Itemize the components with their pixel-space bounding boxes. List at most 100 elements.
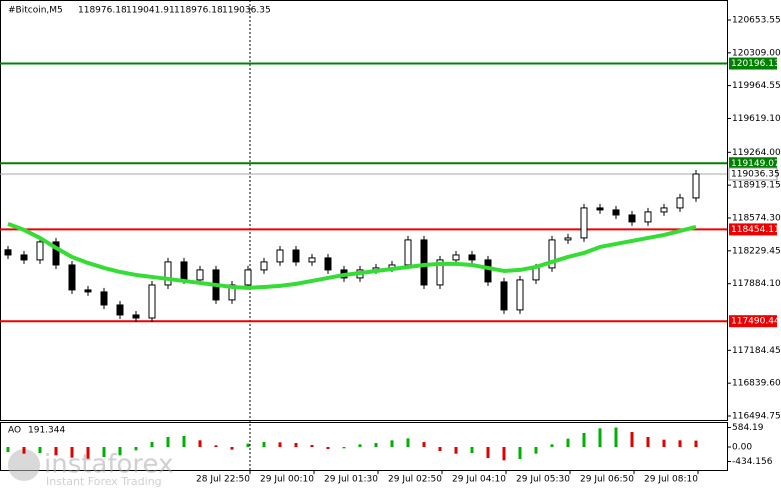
- candle: [628, 214, 636, 223]
- candle: [20, 254, 28, 261]
- candle: [260, 261, 268, 271]
- logo-icon: [8, 449, 40, 481]
- candle: [276, 249, 284, 263]
- level-label-box: [729, 57, 777, 70]
- y-tick-label: 118229.45: [732, 246, 781, 256]
- candle: [196, 269, 204, 281]
- logo-tagline: Instant Forex Trading: [46, 475, 162, 488]
- candle: [420, 239, 428, 286]
- x-tick-label: 28 Jul 22:50: [196, 475, 250, 485]
- y-tick-label: 119964.55: [732, 81, 781, 91]
- ao-bar: [22, 447, 26, 454]
- ao-bar: [246, 443, 250, 447]
- candle: [52, 241, 60, 266]
- ao-bar: [342, 447, 346, 449]
- level-label-box: [729, 157, 777, 170]
- logo-brand: instaforex: [44, 450, 173, 480]
- candle: [132, 314, 140, 319]
- ao-bar: [150, 442, 154, 447]
- ao-bar: [422, 442, 426, 447]
- ao-bar: [262, 442, 266, 447]
- ao-bar: [182, 436, 186, 447]
- candle: [180, 261, 188, 281]
- candle: [36, 241, 44, 261]
- ao-bar: [326, 447, 330, 449]
- candle: [548, 239, 556, 269]
- candle: [484, 259, 492, 283]
- level-label-box: [729, 223, 777, 236]
- ao-bar: [214, 445, 218, 447]
- x-tick-label: 29 Jul 06:50: [580, 475, 634, 485]
- level-label: 120196.13: [731, 59, 780, 69]
- ao-bar: [406, 438, 410, 447]
- y-tick-label: 117884.10: [732, 279, 781, 289]
- ao-bar: [294, 443, 298, 447]
- level-label: 118454.11: [731, 225, 780, 235]
- ao-bar: [118, 447, 122, 456]
- y-tick-label: 120653.55: [732, 15, 781, 25]
- candle: [244, 269, 252, 286]
- ao-bar: [598, 428, 602, 447]
- candle: [308, 257, 316, 263]
- y-tick-label: 116494.75: [732, 412, 781, 422]
- y-tick-label: 118919.15: [732, 181, 781, 191]
- ao-bar: [278, 442, 282, 447]
- current-price-box: [728, 167, 778, 181]
- y-tick-label: -434.156: [732, 457, 773, 467]
- main-frame: [0, 0, 728, 421]
- y-tick-label: 119264.00: [732, 148, 781, 158]
- candle: [84, 289, 92, 293]
- candle: [116, 304, 124, 316]
- ao-bar: [630, 432, 634, 447]
- header-value: 119036.35: [222, 6, 271, 16]
- ao-bar: [230, 447, 234, 450]
- ao-bar: [470, 447, 474, 453]
- ao-bar: [134, 447, 138, 451]
- ao-bar: [518, 447, 522, 459]
- ao-bar: [534, 447, 538, 454]
- y-tick-label: 118574.30: [732, 213, 781, 223]
- logo: instaforex Instant Forex Trading: [8, 449, 173, 488]
- candle: [148, 284, 156, 319]
- ao-bar: [566, 438, 570, 447]
- ao-title: AO: [8, 426, 21, 436]
- candle: [68, 264, 76, 291]
- candle: [692, 173, 700, 199]
- candle: [164, 261, 172, 286]
- ao-bar: [678, 440, 682, 447]
- current-price-label: 119036.35: [731, 169, 780, 179]
- ao-bar: [198, 440, 202, 447]
- ao-last-value: 191.344: [28, 426, 65, 436]
- ao-bar: [502, 447, 506, 461]
- x-tick-label: 29 Jul 02:50: [388, 475, 442, 485]
- ao-bar: [70, 447, 74, 458]
- candle: [404, 239, 412, 266]
- ao-bar: [646, 437, 650, 447]
- ao-bar: [662, 439, 666, 447]
- x-tick-label: 29 Jul 05:30: [516, 475, 570, 485]
- candle: [532, 267, 540, 281]
- x-tick-label: 29 Jul 01:30: [324, 475, 378, 485]
- ao-bar: [166, 437, 170, 447]
- candle: [292, 249, 300, 263]
- candle: [500, 281, 508, 311]
- ao-bar: [310, 445, 314, 447]
- candle: [100, 291, 108, 306]
- ao-bar: [582, 433, 586, 447]
- candle: [580, 207, 588, 239]
- level-label: 119149.07: [731, 159, 780, 169]
- candle: [596, 207, 604, 211]
- ao-bar: [390, 440, 394, 447]
- ao-bar: [6, 447, 10, 452]
- candle: [660, 207, 668, 213]
- x-tick-label: 29 Jul 00:10: [260, 475, 314, 485]
- candle: [436, 259, 444, 286]
- y-tick-label: 0.00: [732, 443, 752, 453]
- y-tick-label: 120309.00: [732, 48, 781, 58]
- candle: [4, 249, 12, 256]
- header-value: 119041.91: [126, 6, 175, 16]
- candle: [452, 254, 460, 261]
- y-tick-label: 119619.10: [732, 114, 781, 124]
- candle: [324, 257, 332, 271]
